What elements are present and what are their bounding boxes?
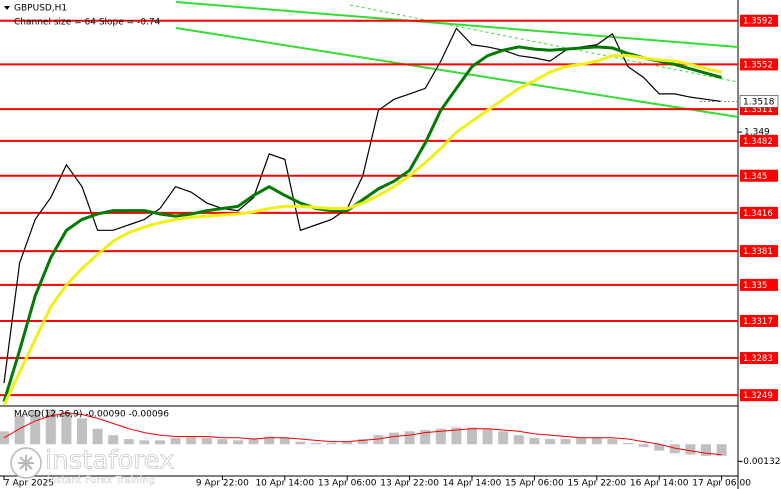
- moving-average: [2, 54, 722, 406]
- x-tick-label: 17 Apr 06:00: [692, 479, 751, 489]
- level-label-box: [740, 206, 778, 219]
- macd-bar: [139, 440, 150, 445]
- macd-bar: [404, 431, 415, 445]
- macd-bar: [654, 444, 665, 451]
- x-tick-label: 10 Apr 14:00: [255, 479, 314, 489]
- level-label: 1.3482: [743, 137, 773, 147]
- macd-bar: [326, 442, 337, 445]
- plot-layer: 1.349 1.3592 1.3552 1.3511 1.3482 1.345 1.3416…: [0, 14, 780, 489]
- macd-bar: [357, 439, 368, 445]
- watermark: instaforex Instant Forex Training: [10, 445, 175, 486]
- level-label: 1.3416: [743, 209, 773, 219]
- x-tick-label: 15 Apr 06:00: [505, 479, 564, 489]
- level-label-box: [740, 352, 778, 365]
- macd-bar: [295, 441, 306, 445]
- macd-bar: [482, 428, 493, 445]
- macd-bar: [513, 435, 524, 445]
- macd-bar: [155, 440, 165, 445]
- chart-title: GBPUSD,H1: [14, 4, 67, 14]
- macd-bar: [545, 439, 555, 445]
- macd-bar: [435, 428, 446, 445]
- y-tick-label: -0.00132: [740, 457, 780, 467]
- level-label-box: [740, 14, 778, 27]
- macd-bar: [373, 435, 384, 445]
- watermark-tagline: Instant Forex Training: [47, 475, 155, 486]
- macd-bar: [279, 437, 290, 445]
- level-label-box: [740, 389, 778, 402]
- level-label-box: [740, 169, 778, 182]
- macd-bar: [186, 436, 197, 445]
- macd-bar: [623, 442, 633, 445]
- macd-bar: [14, 415, 25, 445]
- macd-bar: [716, 444, 727, 456]
- x-tick-label: 16 Apr 14:00: [630, 479, 689, 489]
- macd-bar: [576, 437, 587, 445]
- x-tick-label: 13 Apr 22:00: [380, 479, 439, 489]
- y-tick-label: 1.349: [744, 128, 770, 138]
- current-price-box: [739, 95, 779, 108]
- level-label: 1.3283: [743, 354, 773, 364]
- macd-bar: [233, 440, 243, 445]
- macd-bar: [248, 439, 259, 445]
- macd-bar: [342, 441, 353, 445]
- macd-bar: [529, 437, 540, 445]
- macd-bar: [170, 437, 181, 445]
- macd-bar: [607, 439, 618, 445]
- macd-bar: [264, 436, 275, 445]
- macd-bar: [217, 439, 228, 445]
- macd-bar: [591, 437, 602, 445]
- macd-bar: [311, 442, 321, 445]
- current-price-label: 1.3518: [743, 98, 775, 108]
- x-tick-label: 14 Apr 14:00: [443, 479, 502, 489]
- macd-bar: [61, 411, 72, 445]
- x-tick-label: 9 Apr 22:00: [196, 479, 249, 489]
- macd-bar: [685, 444, 696, 455]
- level-label-box: [740, 245, 778, 258]
- level-label: 1.3317: [743, 317, 773, 327]
- x-tick-label: 13 Apr 06:00: [318, 479, 377, 489]
- level-label: 1.3552: [743, 60, 773, 70]
- level-label-box: [740, 314, 778, 327]
- level-label: 1.3249: [743, 391, 773, 401]
- x-tick-label: 15 Apr 22:00: [567, 479, 626, 489]
- macd-bar: [123, 439, 134, 445]
- macd-bar: [467, 427, 477, 445]
- macd-bar: [201, 437, 212, 445]
- channel-upper: [175, 1, 739, 48]
- macd-bar: [701, 444, 711, 456]
- macd-bar: [108, 435, 119, 445]
- macd-bar: [420, 430, 431, 445]
- macd-bar: [92, 428, 103, 445]
- logo-mark: [18, 455, 34, 471]
- macd-bar: [45, 409, 56, 445]
- level-label: 1.3511: [743, 105, 773, 115]
- moving-average: [2, 45, 723, 403]
- level-label-box: [740, 278, 778, 291]
- signal-line: [3, 412, 722, 456]
- level-label-box: [740, 134, 778, 147]
- channel-lower: [175, 27, 739, 118]
- macd-bar: [498, 431, 509, 445]
- x-tick-label: 7 Apr 2025: [4, 479, 54, 489]
- level-label: 1.335: [743, 281, 767, 291]
- level-label: 1.3592: [743, 17, 773, 27]
- macd-bar: [638, 444, 649, 447]
- macd-bar: [451, 427, 462, 445]
- macd-bar: [30, 410, 41, 445]
- macd-title: MACD(12,26,9) -0.00090 -0.00096: [14, 410, 169, 420]
- macd-bar: [669, 444, 680, 454]
- level-label: 1.345: [743, 172, 767, 182]
- watermark-brand: instaforex: [45, 446, 174, 476]
- macd-bar: [389, 432, 399, 445]
- level-label: 1.3381: [743, 247, 773, 257]
- level-label-box: [740, 58, 778, 71]
- macd-bar: [77, 418, 87, 445]
- title-marker: [4, 6, 10, 10]
- macd-bar: [560, 439, 571, 445]
- chart-subtitle: Channel size = 64 Slope = -0.74: [14, 18, 161, 28]
- price-line: [3, 27, 722, 384]
